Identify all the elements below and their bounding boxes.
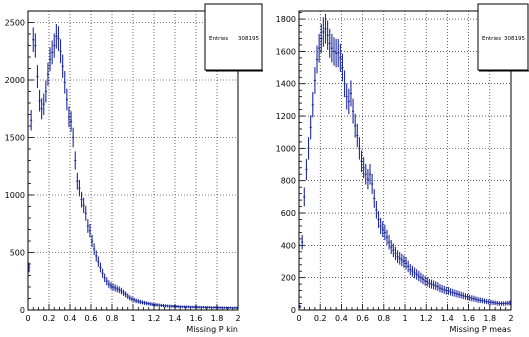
stats-box	[204, 3, 263, 71]
x-tick-label: 0.8	[106, 314, 119, 323]
x-tick-label: 1.2	[420, 314, 433, 323]
x-tick-label: 2	[235, 314, 240, 323]
y-tick-label: 1600	[276, 47, 296, 56]
y-tick-label: 0	[291, 306, 296, 315]
x-tick-label: 0.2	[314, 314, 327, 323]
x-tick-label: 1	[402, 314, 407, 323]
x-tick-label: 1.4	[441, 314, 454, 323]
y-tick-label: 400	[281, 241, 296, 250]
y-tick-label: 200	[281, 274, 296, 283]
y-tick-label: 2000	[5, 76, 25, 85]
x-tick-label: 1.8	[211, 314, 224, 323]
x-tick-label: 0.2	[43, 314, 56, 323]
stats-entries-label: Entries	[209, 36, 228, 42]
x-tick-label: 1.8	[483, 314, 496, 323]
x-tick-label: 0.8	[377, 314, 390, 323]
y-tick-label: 1800	[276, 15, 296, 24]
x-tick-label: 2	[508, 314, 513, 323]
stats-entries-value: 308195	[238, 36, 259, 42]
x-tick-label: 1.2	[148, 314, 161, 323]
histogram-missing-p-kin: 0 0.2 0.4 0.6 0.8 1 1.2 1.4 1.6 1.8 2 0 500 1000 1500 2…	[5, 3, 263, 334]
y-tick-label: 0	[20, 306, 25, 315]
y-tick-label: 600	[281, 209, 296, 218]
x-tick-label: 0.6	[85, 314, 98, 323]
x-axis-title: Missing P meas	[449, 325, 511, 334]
x-tick-label: 0	[296, 314, 301, 323]
x-tick-label: 0.4	[64, 314, 77, 323]
x-tick-label: 1	[130, 314, 135, 323]
stats-entries-label: Entries	[482, 36, 501, 42]
x-tick-label: 1.4	[169, 314, 182, 323]
y-tick-label: 2500	[5, 19, 25, 28]
histogram-missing-p-meas: 0 0.2 0.4 0.6 0.8 1 1.2 1.4 1.6 1.8 2 0 200 400 600 800…	[276, 3, 529, 334]
stats-box	[477, 3, 529, 71]
y-tick-label: 800	[281, 177, 296, 186]
x-tick-label: 0.4	[335, 314, 348, 323]
stats-entries-value: 308195	[504, 36, 525, 42]
y-tick-label: 1000	[276, 144, 296, 153]
y-tick-label: 1200	[276, 112, 296, 121]
x-axis-title: Missing P kin	[186, 325, 238, 334]
y-tick-label: 1500	[5, 134, 25, 143]
x-tick-label: 0.6	[356, 314, 369, 323]
x-tick-label: 1.6	[190, 314, 203, 323]
y-tick-label: 500	[10, 249, 25, 258]
x-tick-label: 1.6	[462, 314, 475, 323]
y-tick-label: 1400	[276, 80, 296, 89]
x-tick-label: 0	[25, 314, 30, 323]
y-tick-label: 1000	[5, 191, 25, 200]
